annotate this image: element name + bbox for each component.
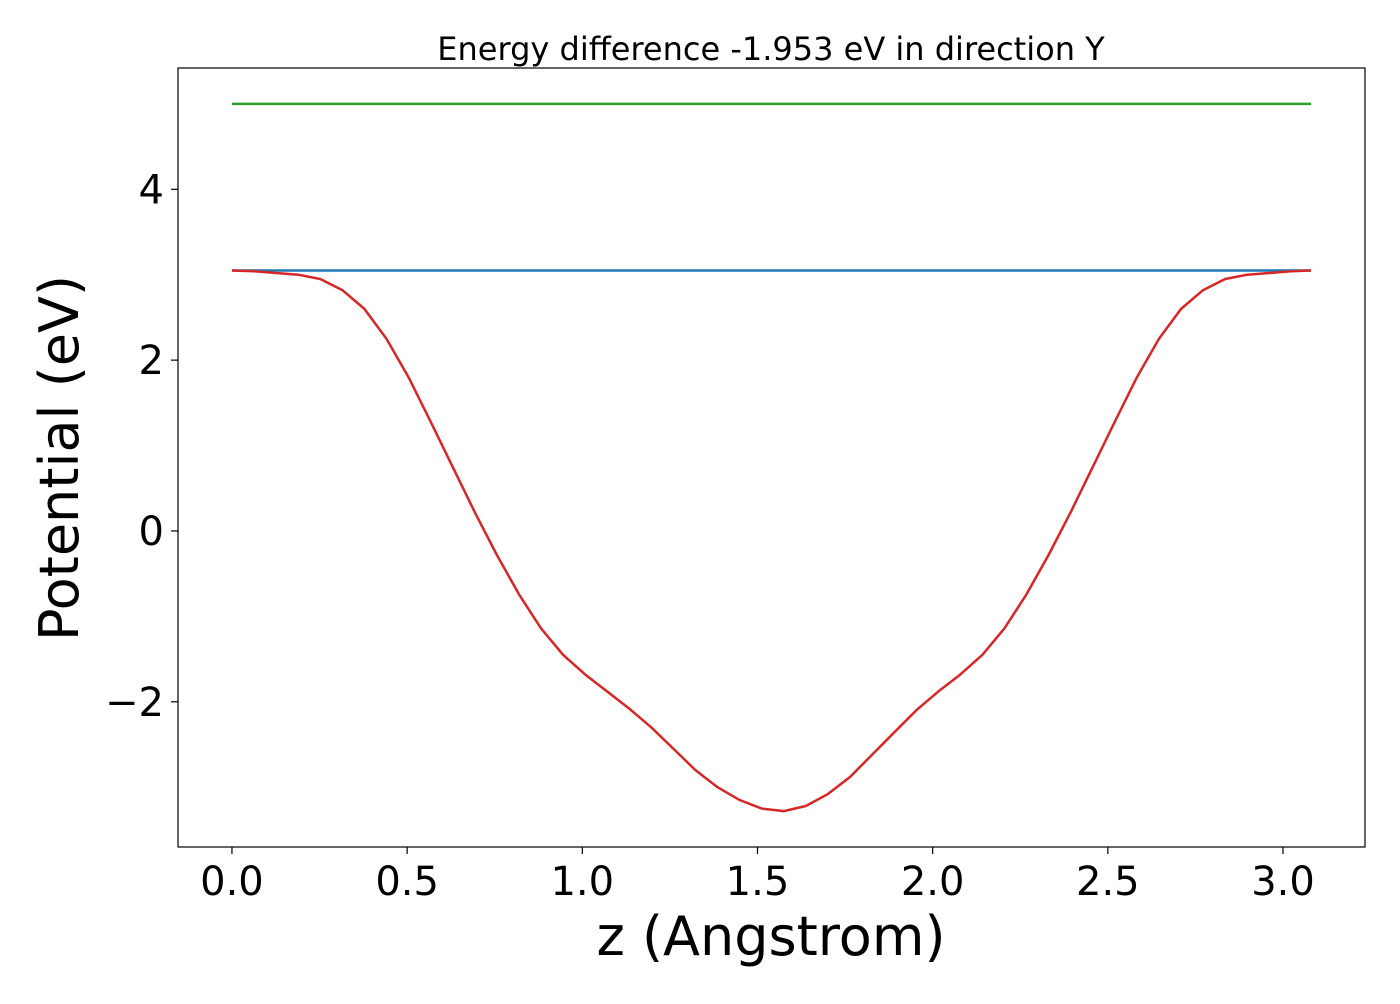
- series-layer: [231, 102, 1312, 813]
- x-axis-label: z (Angstrom): [596, 905, 945, 968]
- y-axis: −2 0 2 4: [105, 167, 178, 726]
- y-tick-label: 4: [139, 167, 164, 213]
- x-tick-label: 1.0: [550, 859, 614, 905]
- series-line-3: [231, 269, 1312, 813]
- x-tick-label: 1.5: [726, 859, 790, 905]
- x-tick-label: 2.5: [1076, 859, 1140, 905]
- x-tick-label: 0.5: [375, 859, 439, 905]
- y-tick-label: 0: [139, 509, 164, 555]
- x-tick-label: 2.0: [901, 859, 965, 905]
- x-tick-label: 3.0: [1251, 859, 1315, 905]
- chart-title: Energy difference -1.953 eV in direction…: [437, 30, 1105, 68]
- y-tick-label: −2: [105, 680, 164, 726]
- plot-frame: [177, 67, 1366, 848]
- x-tick-label: 0.0: [200, 859, 264, 905]
- y-axis-label: Potential (eV): [28, 275, 91, 641]
- y-tick-label: 2: [139, 338, 164, 384]
- x-axis: 0.0 0.5 1.0 1.5 2.0 2.5 3.0: [200, 847, 1315, 905]
